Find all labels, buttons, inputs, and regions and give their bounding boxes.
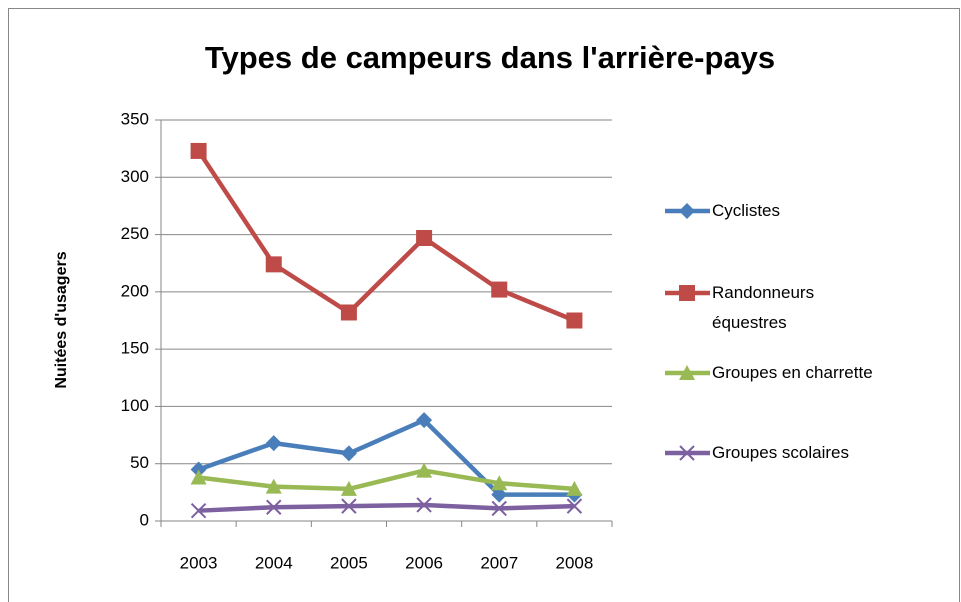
point-marker xyxy=(340,445,357,462)
legend-marker xyxy=(679,203,695,219)
point-marker xyxy=(190,469,207,485)
x-tick-label: 2007 xyxy=(480,553,518,572)
point-marker xyxy=(265,256,282,273)
x-tick-label: 2006 xyxy=(405,553,443,572)
x-tick-label: 2008 xyxy=(556,553,594,572)
series-line xyxy=(198,468,575,492)
x-tick-label: 2005 xyxy=(330,553,368,572)
y-tick-label: 50 xyxy=(130,453,149,472)
chart-title: Types de campeurs dans l'arrière-pays xyxy=(205,40,775,75)
x-tick-label: 2003 xyxy=(180,553,218,572)
point-marker xyxy=(566,480,583,496)
legend-label: Cyclistes xyxy=(712,201,781,220)
legend-marker xyxy=(679,445,695,461)
point-marker xyxy=(566,498,583,514)
x-tick-label: 2004 xyxy=(255,553,293,572)
point-marker xyxy=(190,502,207,519)
y-tick-label: 250 xyxy=(121,224,149,243)
point-marker xyxy=(265,435,282,452)
point-marker xyxy=(341,498,357,514)
y-tick-label: 200 xyxy=(121,281,149,300)
chart-border xyxy=(8,8,960,602)
y-tick-label: 0 xyxy=(140,510,149,529)
legend-label: Groupes en charrette xyxy=(712,363,873,382)
point-marker xyxy=(265,478,282,494)
point-marker xyxy=(491,486,508,503)
y-tick-label: 300 xyxy=(121,167,149,186)
point-marker xyxy=(491,475,508,491)
point-marker xyxy=(190,461,207,478)
point-marker xyxy=(416,497,432,513)
point-marker xyxy=(340,304,357,321)
point-marker xyxy=(416,462,433,478)
series-line xyxy=(198,502,575,513)
series-line xyxy=(197,417,575,497)
legend-marker xyxy=(679,285,695,301)
point-marker xyxy=(416,412,433,429)
y-axis-label: Nuitées d'usagers xyxy=(53,251,70,388)
series-line xyxy=(196,149,576,323)
point-marker xyxy=(416,230,433,247)
point-marker xyxy=(566,312,583,329)
y-tick-label: 150 xyxy=(121,339,149,358)
legend-label: Groupes scolaires xyxy=(712,443,850,462)
point-marker xyxy=(491,281,508,298)
point-marker xyxy=(340,480,357,496)
point-marker xyxy=(266,499,282,515)
legend-marker xyxy=(679,365,695,380)
legend-label: Randonneurs équestres xyxy=(712,283,815,332)
point-marker xyxy=(190,142,207,159)
y-tick-label: 100 xyxy=(121,396,149,415)
point-marker xyxy=(491,500,507,517)
y-tick-label: 350 xyxy=(121,109,149,128)
